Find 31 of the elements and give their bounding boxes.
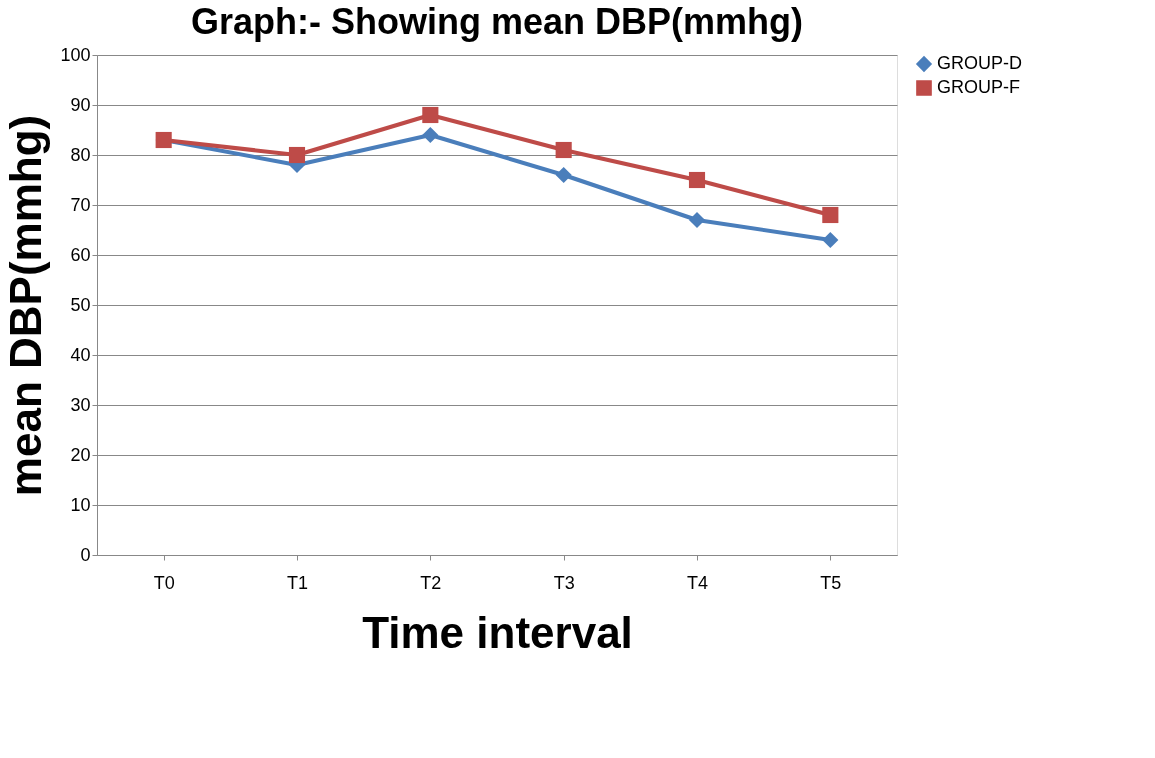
y-tick-label: 100 (60, 44, 91, 65)
x-axis-title: Time interval (362, 607, 633, 657)
y-tick-label: 70 (70, 194, 91, 215)
point (422, 126, 439, 144)
y-tick-label: 90 (70, 94, 91, 115)
y-axis-title: mean DBP(mmhg) (1, 114, 51, 497)
y-tick-label: 40 (70, 344, 91, 365)
point (422, 106, 439, 124)
x-tick-label: T0 (153, 572, 175, 593)
x-tick-label: T2 (420, 572, 442, 593)
x-tick-label: T3 (553, 572, 575, 593)
chart-title: Graph:- Showing mean DBP(mmhg) (191, 1, 803, 42)
x-tick-label: T1 (286, 572, 309, 593)
legend-label: GROUP-D (937, 53, 1022, 73)
y-tick-label: 20 (70, 444, 91, 465)
point (688, 211, 706, 229)
x-tick-label: T5 (820, 572, 842, 593)
y-tick-label: 30 (70, 394, 91, 415)
point (555, 141, 572, 159)
point (822, 206, 839, 224)
y-tick-label: 50 (70, 294, 91, 315)
y-tick-label: 0 (80, 544, 91, 565)
y-tick-label: 80 (70, 144, 91, 165)
point (555, 166, 572, 184)
x-tick-label: T4 (686, 572, 709, 593)
point (288, 146, 306, 164)
legend-label: GROUP-F (937, 77, 1020, 97)
point (688, 171, 706, 189)
point (822, 231, 839, 249)
y-tick-label: 10 (70, 494, 91, 515)
y-tick-label: 60 (70, 244, 91, 265)
